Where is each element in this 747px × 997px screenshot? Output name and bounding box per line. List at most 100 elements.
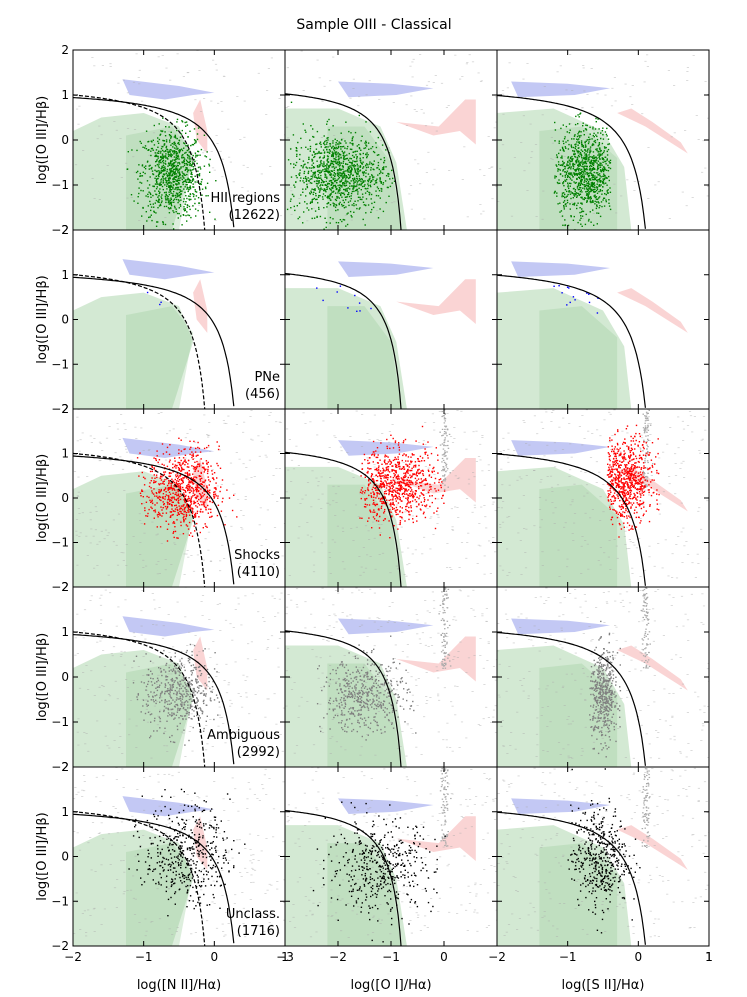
scatter-unclass- xyxy=(312,801,446,943)
x-tick-label: 1 xyxy=(705,950,713,964)
y-tick-label: 1 xyxy=(61,88,69,102)
row-label-name: PNe xyxy=(254,370,280,385)
background-points xyxy=(285,409,497,577)
panel-0-0: −2 −1 0 1 2 HII regions (12622) log([O III]/Hβ) xyxy=(35,43,286,237)
shock-model-region xyxy=(193,279,208,333)
background-points xyxy=(285,587,497,757)
y-tick-label: −2 xyxy=(51,760,69,774)
kewley-line xyxy=(497,94,646,229)
hii-model-region xyxy=(497,825,632,946)
shock-model-region xyxy=(396,636,476,682)
scatter-unclass- xyxy=(128,788,246,917)
hii-model-subregion xyxy=(539,484,618,587)
y-tick-label: 1 xyxy=(61,805,69,819)
pne-model-region xyxy=(511,618,611,635)
panel-3-0: −2 −1 0 1 2 Ambiguous (2992) log([O III]/Hβ) xyxy=(35,580,286,774)
hii-model-region xyxy=(73,471,194,587)
kauffmann-line xyxy=(73,452,206,587)
background-points xyxy=(497,587,709,759)
background-points xyxy=(74,50,285,221)
kauffmann-line xyxy=(73,811,206,946)
y-tick-label: 2 xyxy=(61,760,69,774)
hii-model-subregion xyxy=(327,126,402,230)
x-tick-label: 1 xyxy=(705,950,713,964)
y-tick-label: −2 xyxy=(51,402,69,416)
background-points xyxy=(286,767,497,938)
scatter-shocks xyxy=(606,424,660,538)
scatter-shocks xyxy=(359,425,446,539)
pne-model-region xyxy=(122,79,215,100)
kauffmann-line xyxy=(73,274,206,409)
pne-model-region xyxy=(122,259,215,280)
panel-3-1 xyxy=(284,586,498,768)
pne-model-region xyxy=(338,618,434,635)
hii-model-region xyxy=(73,650,194,767)
pne-model-region xyxy=(511,798,611,814)
row-label-count: (12622) xyxy=(229,208,281,223)
y-tick-label: 2 xyxy=(61,43,69,57)
scatter-hii-regions xyxy=(553,112,612,230)
kewley-line xyxy=(497,453,646,586)
pne-model-region xyxy=(122,437,215,458)
row-label-count: (2992) xyxy=(237,745,280,760)
row-label-name: Ambiguous xyxy=(207,728,280,743)
shock-model-region xyxy=(396,99,476,145)
x-axis-label: log([S II]/Hα) xyxy=(562,978,645,993)
x-tick-label: −3 xyxy=(276,950,294,964)
pne-model-region xyxy=(122,616,215,637)
kewley-line xyxy=(73,97,235,228)
y-tick-label: −1 xyxy=(51,715,69,729)
kewley-line xyxy=(73,455,235,585)
x-axis-label: log([O I]/Hα) xyxy=(350,978,431,993)
x-tick-label: 0 xyxy=(440,950,448,964)
y-tick-label: 2 xyxy=(61,580,69,594)
y-tick-label: 0 xyxy=(61,491,69,505)
scatter-pne xyxy=(316,285,372,312)
y-tick-label: −2 xyxy=(51,939,69,953)
hii-model-subregion xyxy=(539,843,618,946)
y-tick-label: −1 xyxy=(51,536,69,550)
row-label-count: (1716) xyxy=(237,924,280,939)
kewley-line xyxy=(497,811,646,945)
y-axis-label: log([O III]/Hβ) xyxy=(35,633,50,721)
x-tick-label: −1 xyxy=(559,950,577,964)
shock-model-region xyxy=(617,288,688,333)
y-tick-label: 0 xyxy=(61,670,69,684)
y-tick-label: 0 xyxy=(61,313,69,327)
scatter-hii-regions xyxy=(286,101,396,230)
x-axis-label: log([N II]/Hα) xyxy=(137,978,221,993)
kewley-line xyxy=(285,809,402,946)
y-tick-label: −1 xyxy=(51,357,69,371)
row-label-name: Unclass. xyxy=(226,907,280,922)
shock-model-region xyxy=(193,636,208,691)
y-tick-label: 1 xyxy=(61,447,69,461)
hii-model-subregion xyxy=(126,306,194,409)
panel-2-2 xyxy=(496,408,710,588)
hii-model-subregion xyxy=(126,843,194,946)
scatter-ambiguous xyxy=(316,635,417,741)
scatter-unclass- xyxy=(567,768,641,934)
scatter-pne xyxy=(553,285,599,314)
x-tick-label: −1 xyxy=(135,950,153,964)
shock-model-region xyxy=(396,816,476,861)
hii-model-region xyxy=(285,466,407,587)
y-tick-label: 0 xyxy=(61,850,69,864)
panel-4-2: −2 −1 0 11 xyxy=(488,766,713,964)
panel-4-1: −3 −2 −1 0 xyxy=(276,766,498,964)
panel-1-1 xyxy=(284,229,498,410)
hii-model-region xyxy=(497,645,632,767)
panel-2-0: −2 −1 0 1 2 Shocks (4110) log([O III]/Hβ) xyxy=(35,402,286,594)
hii-model-subregion xyxy=(539,306,618,409)
y-tick-label: 0 xyxy=(61,133,69,147)
hii-model-subregion xyxy=(327,306,402,409)
figure-title: Sample OIII - Classical xyxy=(296,17,451,33)
pne-model-region xyxy=(511,261,611,277)
hii-model-subregion xyxy=(327,484,402,587)
kewley-line xyxy=(285,93,402,230)
y-tick-label: 1 xyxy=(61,268,69,282)
y-axis-label: log([O III]/Hβ) xyxy=(35,812,50,900)
panel-0-2 xyxy=(496,49,710,231)
panel-0-1 xyxy=(284,49,498,231)
